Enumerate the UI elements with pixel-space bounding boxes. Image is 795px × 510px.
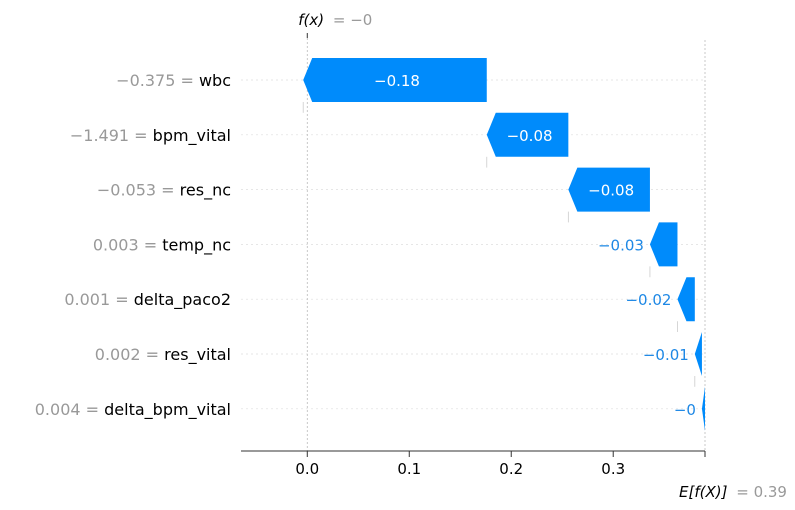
feature-label: −0.053 = res_nc [97, 181, 231, 201]
x-tick-label: 0.2 [499, 460, 523, 478]
feature-name: res_nc [180, 181, 231, 201]
feature-label: −0.375 = wbc [116, 71, 231, 90]
fx-label-value: = −0 [333, 11, 372, 29]
bar-value-label: −0.08 [588, 182, 634, 200]
bar-value-label: −0 [674, 401, 696, 419]
feature-name: delta_paco2 [134, 290, 231, 310]
x-tick-label: 0.0 [295, 460, 319, 478]
bars: −0.18 −0.08 −0.08 −0.03 −0.02 −0.01 −0 [302, 58, 705, 431]
feature-label: −1.491 = bpm_vital [70, 126, 231, 146]
bar-bpm_vital [486, 112, 569, 157]
bar-value-label: −0.08 [507, 127, 553, 145]
bar-wbc [303, 58, 487, 102]
feature-name: bpm_vital [153, 126, 231, 146]
bar-value-label: −0.18 [374, 72, 420, 90]
fx-label-prefix: f(x) [298, 11, 324, 29]
feature-value: 0.003 = [93, 235, 162, 254]
base-label-value: = 0.39 [736, 483, 787, 501]
bar-delta_bpm_vital [701, 386, 705, 431]
bar-temp_nc [649, 222, 678, 267]
base-label-prefix: E[f(X)] [679, 483, 728, 501]
feature-label: 0.004 = delta_bpm_vital [35, 400, 231, 420]
feature-name: temp_nc [162, 235, 231, 255]
feature-name: res_vital [164, 345, 231, 365]
fx-label: f(x) = −0 [298, 11, 372, 29]
feature-value: 0.001 = [64, 290, 133, 309]
x-tick-label: 0.3 [601, 460, 625, 478]
bar-value-label: −0.01 [643, 346, 689, 364]
bar-delta_paco2 [677, 277, 695, 322]
bar-value-label: −0.02 [625, 291, 671, 309]
bar-res_nc [568, 167, 650, 212]
feature-name: wbc [199, 71, 231, 90]
bar-value-label: −0.03 [598, 236, 644, 254]
feature-value: −1.491 = [70, 126, 153, 145]
feature-value: −0.053 = [97, 181, 180, 200]
feature-label: 0.002 = res_vital [95, 345, 231, 365]
x-ticks: 0.0 0.1 0.2 0.3 [295, 451, 625, 478]
feature-value: −0.375 = [116, 71, 199, 90]
feature-labels: −0.375 = wbc −1.491 = bpm_vital −0.053 = r… [35, 71, 231, 420]
feature-value: 0.004 = [35, 400, 104, 419]
feature-name: delta_bpm_vital [104, 400, 231, 420]
feature-value: 0.002 = [95, 345, 164, 364]
feature-label: 0.003 = temp_nc [93, 235, 231, 255]
x-tick-label: 0.1 [397, 460, 421, 478]
base-value-label: E[f(X)] = 0.39 [679, 483, 787, 501]
bar-res_vital [694, 332, 702, 376]
feature-label: 0.001 = delta_paco2 [64, 290, 231, 310]
